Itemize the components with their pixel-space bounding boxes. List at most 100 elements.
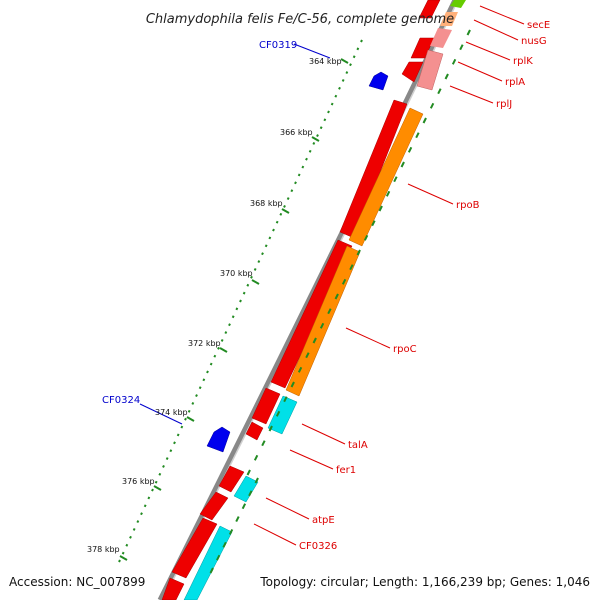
label-leader-line — [345, 327, 391, 349]
gene-label-CF0326[interactable]: CF0326 — [299, 541, 337, 552]
gene-label-talA[interactable]: talA — [348, 440, 368, 451]
track-dot — [235, 516, 240, 523]
label-leader-line — [457, 61, 503, 82]
gene-label-fer1[interactable]: fer1 — [336, 465, 356, 476]
track-dot — [360, 39, 363, 43]
track-dot — [246, 283, 250, 287]
track-dot — [264, 244, 268, 248]
gene-label-secE[interactable]: secE — [527, 20, 550, 31]
rpoC-outer-gene — [285, 245, 361, 397]
track-dot — [184, 417, 187, 421]
track-dot — [338, 86, 341, 90]
track-dot — [239, 299, 242, 303]
track-dot — [176, 433, 180, 437]
track-dot — [275, 220, 279, 224]
label-leader-line — [479, 5, 525, 25]
track-dot — [220, 338, 224, 342]
track-dot — [466, 29, 471, 36]
track-dot — [345, 71, 349, 74]
track-dot — [268, 425, 273, 432]
track-dot — [297, 366, 303, 373]
genome-summary-text: Topology: circular; Length: 1,166,239 bp… — [259, 575, 590, 589]
scale-tick — [281, 208, 290, 214]
scale-label: 374 kbp — [155, 408, 188, 417]
track-dot — [407, 146, 413, 153]
track-dot — [121, 551, 125, 555]
track-dot — [330, 102, 334, 106]
accession-text: Accession: NC_007899 — [9, 575, 145, 589]
track-dot — [143, 504, 147, 508]
track-dot — [415, 132, 420, 139]
scale-ticks — [119, 58, 349, 561]
track-dot — [125, 543, 129, 547]
track-dot — [222, 541, 227, 548]
track-dot — [246, 469, 251, 476]
track-dot — [283, 205, 286, 208]
map-title: Chlamydophila felis Fe/C-56, complete ge… — [146, 12, 454, 27]
track-dot — [173, 441, 176, 445]
track-dot — [305, 157, 308, 161]
cds-block — [401, 61, 424, 83]
track-dot — [294, 181, 297, 185]
track-dot — [429, 102, 435, 109]
cds-block — [410, 37, 435, 59]
track-dot — [209, 567, 214, 574]
label-leader-line — [473, 19, 519, 41]
track-dot — [158, 472, 162, 476]
gene-label-atpE[interactable]: atpE — [312, 515, 335, 526]
track-dot — [352, 55, 356, 59]
track-dot — [129, 535, 132, 539]
track-dot — [290, 381, 295, 388]
track-dot — [268, 236, 272, 240]
scale-tick — [186, 416, 195, 422]
track-dot — [371, 220, 376, 227]
track-dot — [242, 291, 246, 295]
gene-label-rplJ[interactable]: rplJ — [496, 99, 512, 110]
gene-block-pink — [430, 28, 452, 48]
track-dot — [272, 228, 275, 232]
track-dot — [312, 337, 317, 344]
gene-label-rpoC[interactable]: rpoC — [393, 344, 417, 355]
track-dot — [422, 117, 427, 124]
track-dot — [248, 490, 253, 497]
label-leader-line — [253, 523, 297, 546]
track-dot — [283, 396, 288, 403]
gene-label-rplA[interactable]: rplA — [505, 77, 525, 88]
track-dot — [363, 234, 369, 241]
feature-label-CF0319[interactable]: CF0319 — [259, 40, 297, 51]
scale-label: 366 kbp — [280, 128, 313, 137]
track-dot — [147, 496, 151, 500]
track-dot — [327, 308, 332, 315]
track-dot — [231, 315, 235, 319]
gene-label-nusG[interactable]: nusG — [521, 36, 547, 47]
track-dot — [228, 528, 234, 535]
track-dot — [459, 44, 464, 51]
track-dot — [400, 161, 405, 168]
track-dot — [162, 465, 165, 468]
track-dot — [312, 141, 316, 145]
scale-label: 378 kbp — [87, 545, 120, 554]
label-leader-line — [407, 183, 454, 205]
gene-label-rplK[interactable]: rplK — [513, 56, 533, 67]
gene-block-green — [450, 0, 466, 8]
rpoC-inner-cds — [270, 239, 353, 389]
track-dot — [444, 73, 449, 80]
label-leader-line — [139, 403, 183, 425]
track-dot — [202, 378, 206, 382]
feature-label-CF0324[interactable]: CF0324 — [102, 395, 140, 406]
track-dot — [209, 362, 213, 366]
rpoB-outer-gene — [348, 107, 424, 247]
scale-tick — [119, 555, 128, 561]
track-dot — [334, 293, 339, 300]
scale-label: 368 kbp — [250, 199, 283, 208]
scale-tick — [219, 347, 228, 353]
track-dot — [165, 457, 169, 461]
track-dot — [385, 190, 391, 197]
track-dot — [169, 449, 173, 453]
cds-block — [251, 387, 281, 425]
track-dot — [437, 88, 442, 95]
track-dot — [140, 512, 143, 516]
gene-label-rpoB[interactable]: rpoB — [456, 200, 480, 211]
track-dot — [235, 307, 239, 311]
scale-label: 364 kbp — [309, 57, 342, 66]
